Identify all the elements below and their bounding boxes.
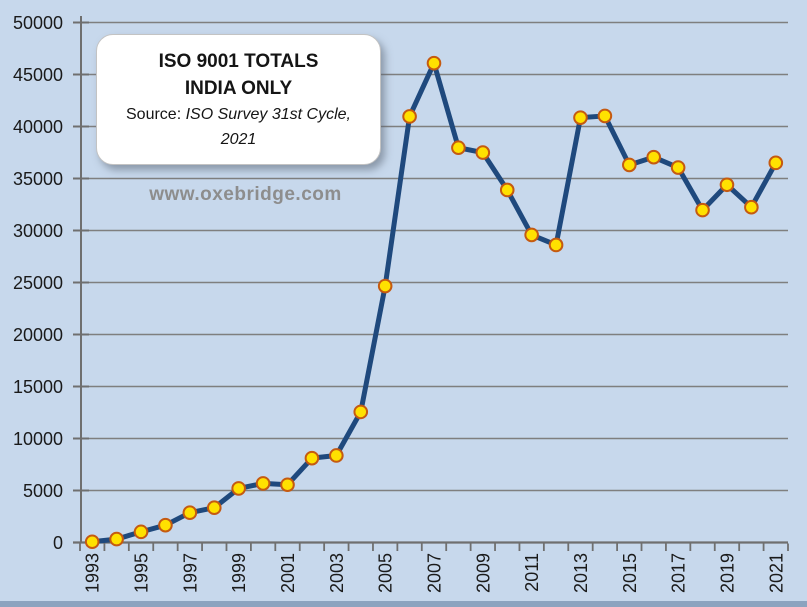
- x-tick-label: 2001: [278, 553, 298, 593]
- y-tick-label: 20000: [13, 325, 63, 345]
- data-point-marker: [158, 517, 173, 533]
- x-tick-label: 2019: [717, 553, 737, 593]
- data-point-marker: [695, 202, 710, 218]
- data-point-marker: [255, 476, 271, 491]
- data-point-marker: [597, 108, 613, 124]
- data-point-marker: [670, 160, 686, 175]
- source-citation: ISO Survey 31st Cycle,: [185, 105, 351, 123]
- y-tick-label: 35000: [13, 169, 63, 189]
- data-point-marker: [109, 531, 124, 547]
- data-point-marker: [573, 110, 588, 125]
- data-point-marker: [426, 55, 442, 71]
- y-tick-label: 10000: [13, 429, 63, 449]
- data-point-marker: [133, 524, 149, 540]
- x-tick-label: 2009: [473, 553, 493, 593]
- x-tick-label: 1995: [132, 553, 152, 593]
- bottom-border: [0, 601, 807, 607]
- y-tick-label: 15000: [13, 377, 63, 397]
- data-point-marker: [548, 237, 564, 253]
- chart-source-line: Source: ISO Survey 31st Cycle,: [126, 102, 351, 127]
- x-tick-label: 2003: [327, 553, 347, 593]
- x-tick-label: 2015: [620, 553, 640, 593]
- chart-title-box: ISO 9001 TOTALS INDIA ONLY Source: ISO S…: [96, 34, 381, 165]
- y-tick-label: 30000: [13, 221, 63, 241]
- y-tick-label: 0: [53, 533, 63, 553]
- data-point-marker: [744, 199, 759, 215]
- x-tick-label: 2017: [669, 553, 689, 593]
- data-point-marker: [768, 155, 784, 171]
- x-tick-label: 2007: [425, 553, 445, 593]
- data-point-marker: [329, 448, 344, 463]
- x-tick-label: 2005: [376, 553, 396, 593]
- data-point-marker: [182, 505, 198, 521]
- y-tick-label: 5000: [23, 481, 63, 501]
- x-tick-label: 2021: [766, 553, 786, 593]
- data-point-marker: [84, 534, 100, 550]
- chart-source-year: 2021: [220, 130, 257, 148]
- data-point-marker: [524, 227, 539, 243]
- watermark: www.oxebridge.com: [149, 184, 342, 205]
- data-point-marker: [646, 149, 662, 165]
- x-tick-label: 1999: [229, 553, 249, 593]
- chart-title: ISO 9001 TOTALS: [158, 50, 319, 72]
- chart-subtitle: INDIA ONLY: [184, 77, 293, 99]
- y-tick-label: 45000: [13, 65, 63, 85]
- data-point-marker: [499, 182, 515, 198]
- data-point-marker: [304, 450, 320, 466]
- data-point-marker: [377, 278, 393, 294]
- source-prefix: Source:: [126, 105, 186, 123]
- data-point-marker: [231, 481, 246, 496]
- data-point-marker: [402, 109, 417, 124]
- x-tick-label: 1993: [83, 553, 103, 593]
- y-tick-label: 40000: [13, 117, 63, 137]
- data-point-marker: [622, 157, 637, 173]
- data-point-marker: [206, 500, 222, 516]
- x-tick-label: 2011: [522, 553, 542, 592]
- data-point-marker: [475, 145, 491, 160]
- data-point-marker: [719, 177, 735, 193]
- data-point-marker: [280, 477, 295, 493]
- data-point-marker: [451, 140, 466, 156]
- y-tick-label: 50000: [13, 13, 63, 33]
- x-tick-label: 1997: [180, 553, 200, 593]
- data-point-marker: [353, 404, 369, 420]
- x-tick-label: 2013: [571, 553, 591, 593]
- y-tick-label: 25000: [13, 273, 63, 293]
